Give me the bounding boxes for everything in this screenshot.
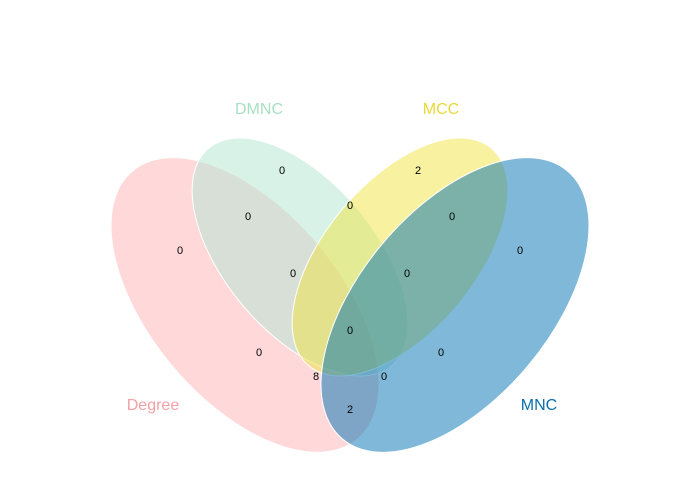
set-ellipses <box>110 137 590 453</box>
region-count-mcc-mnc: 0 <box>449 211 455 223</box>
region-count-degree-mcc-mnc: 8 <box>313 371 319 383</box>
region-count-mcc: 2 <box>415 165 421 177</box>
region-count-degree-mcc: 0 <box>256 347 262 359</box>
set-ellipse-mnc <box>320 157 590 453</box>
region-count-degree-mnc: 2 <box>347 404 353 416</box>
region-count-degree-dmnc-mnc: 0 <box>381 371 387 383</box>
region-count-degree-dmnc: 0 <box>245 211 251 223</box>
set-label-mnc: MNC <box>521 397 557 414</box>
region-count-dmnc: 0 <box>279 165 285 177</box>
region-count-degree: 0 <box>177 245 183 257</box>
set-label-degree: Degree <box>127 397 180 414</box>
set-label-dmnc: DMNC <box>235 101 283 118</box>
region-count-dmnc-mcc-mnc: 0 <box>404 268 410 280</box>
region-count-mnc: 0 <box>517 245 523 257</box>
region-count-degree-dmnc-mcc: 0 <box>290 268 296 280</box>
set-label-mcc: MCC <box>423 101 459 118</box>
region-counts: 0 0 2 0 0 0 0 0 0 0 0 0 8 0 2 <box>177 165 523 416</box>
set-labels: Degree DMNC MCC MNC <box>127 101 557 414</box>
region-count-dmnc-mcc: 0 <box>347 200 353 212</box>
region-count-dmnc-mnc: 0 <box>438 347 444 359</box>
region-count-degree-dmnc-mcc-mnc: 0 <box>347 325 353 337</box>
